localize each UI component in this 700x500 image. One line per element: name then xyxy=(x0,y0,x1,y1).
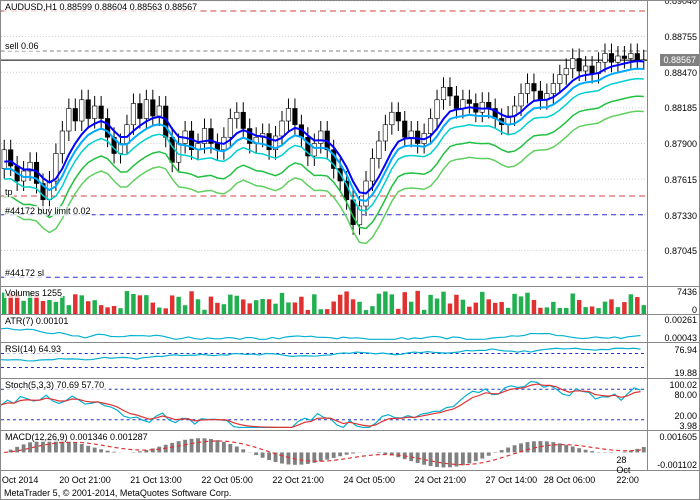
macd-label: MACD(12,26,9) 0.001346 0.001287 xyxy=(4,432,149,442)
xaxis-tick: 22 Oct 05:00 xyxy=(201,475,253,485)
panel-atr[interactable]: ATR(7) 0.00101 0.002610.00043 xyxy=(1,315,699,343)
atr-label: ATR(7) 0.00101 xyxy=(4,316,69,326)
panel-stoch[interactable]: Stoch(5,3,3) 70.69 57.70 100.0280.0020.0… xyxy=(1,379,699,431)
xaxis-tick: 24 Oct 05:00 xyxy=(343,475,395,485)
footer-copyright: MetaTrader 5, © 2001-2014, MetaQuotes So… xyxy=(4,488,231,498)
panel-price[interactable]: AUDUSD,H1 0.88599 0.88604 0.88563 0.8856… xyxy=(1,1,699,287)
symbol-header: AUDUSD,H1 0.88599 0.88604 0.88563 0.8856… xyxy=(4,2,198,12)
stoch-label: Stoch(5,3,3) 70.69 57.70 xyxy=(4,380,105,390)
volumes-label: Volumes 1255 xyxy=(4,288,63,298)
xaxis-tick: 20 Oct 21:00 xyxy=(59,475,111,485)
last-price-box: 0.88567 xyxy=(660,54,699,66)
xaxis-tick: 24 Oct 21:00 xyxy=(414,475,466,485)
xaxis-tick: 28 Oct 06:00 xyxy=(544,475,596,485)
panel-rsi[interactable]: RSI(14) 64.93 76.9419.88 xyxy=(1,343,699,379)
panel-xaxis: 20 Oct 2014 20 Oct 21:00 21 Oct 13:00 22 Oc… xyxy=(1,471,699,499)
price-annotation: sell 0.06 xyxy=(4,41,40,51)
rsi-label: RSI(14) 64.93 xyxy=(4,344,62,354)
chart-container: AUDUSD,H1 0.88599 0.88604 0.88563 0.8856… xyxy=(0,0,700,500)
price-annotation: #44172 buy limit 0.02 xyxy=(4,206,92,216)
panel-macd[interactable]: MACD(12,26,9) 0.001346 0.001287 0.001605… xyxy=(1,431,699,471)
xaxis-tick: 20 Oct 2014 xyxy=(0,475,38,485)
price-annotation: #44172 sl xyxy=(4,268,45,278)
xaxis-tick: 27 Oct 14:00 xyxy=(486,475,538,485)
price-annotation: tp xyxy=(4,187,14,197)
xaxis-tick: 28 Oct 22:00 xyxy=(616,455,639,485)
panel-volumes[interactable]: Volumes 1255 74360 xyxy=(1,287,699,315)
xaxis-tick: 21 Oct 13:00 xyxy=(130,475,182,485)
xaxis-tick: 22 Oct 21:00 xyxy=(272,475,324,485)
